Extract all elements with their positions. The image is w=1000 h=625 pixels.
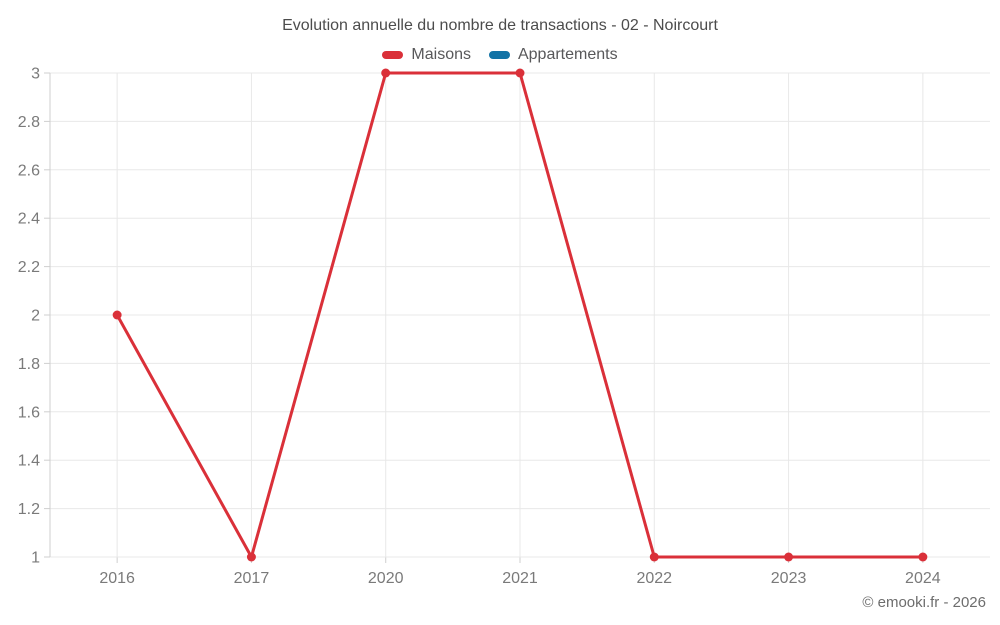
x-tick-label: 2023 — [771, 570, 807, 587]
legend-label-appartements: Appartements — [517, 46, 618, 63]
y-tick-label: 1.8 — [18, 356, 40, 373]
x-gridlines — [116, 73, 924, 563]
y-tick-label: 3 — [31, 66, 40, 83]
y-tick-label: 1.2 — [18, 501, 40, 518]
chart-title: Evolution annuelle du nombre de transact… — [282, 17, 718, 34]
data-point-marker[interactable] — [649, 552, 659, 562]
legend-item-appartements[interactable]: Appartements — [488, 46, 618, 64]
data-point-marker[interactable] — [381, 68, 391, 78]
x-tick-label: 2021 — [502, 570, 538, 587]
data-point-marker[interactable] — [918, 552, 928, 562]
y-tick-label: 2.8 — [18, 114, 40, 131]
legend-item-maisons[interactable]: Maisons — [382, 46, 471, 64]
y-tick-label: 1.6 — [18, 404, 40, 421]
y-tick-label: 2.4 — [18, 211, 40, 228]
y-tick-label: 2.2 — [18, 259, 40, 276]
series-maisons — [112, 68, 928, 562]
y-tick-label: 1 — [31, 550, 40, 567]
chart-legend: Maisons Appartements — [0, 46, 1000, 64]
x-tick-label: 2016 — [99, 570, 135, 587]
y-tick-label: 1.4 — [18, 453, 40, 470]
x-tick-label: 2024 — [905, 570, 941, 587]
data-point-marker[interactable] — [112, 310, 122, 320]
legend-label-maisons: Maisons — [411, 46, 471, 63]
x-tick-label: 2017 — [234, 570, 270, 587]
data-point-marker[interactable] — [246, 552, 256, 562]
data-point-marker[interactable] — [784, 552, 794, 562]
y-tick-label: 2 — [31, 308, 40, 325]
x-axis-labels: 2016 2017 2020 2021 2022 2023 2024 — [99, 570, 940, 587]
y-tick-label: 2.6 — [18, 162, 40, 179]
copyright-text: © emooki.fr - 2026 — [862, 594, 986, 611]
data-point-marker[interactable] — [515, 68, 525, 78]
appartements-series-swatch-icon — [488, 51, 510, 59]
y-gridlines — [44, 72, 990, 558]
x-tick-label: 2022 — [636, 570, 672, 587]
y-axis-labels: 1 1.2 1.4 1.6 1.8 2 2.2 2.4 2.6 2.8 3 — [18, 66, 40, 567]
x-tick-label: 2020 — [368, 570, 404, 587]
maisons-series-swatch-icon — [382, 51, 404, 59]
